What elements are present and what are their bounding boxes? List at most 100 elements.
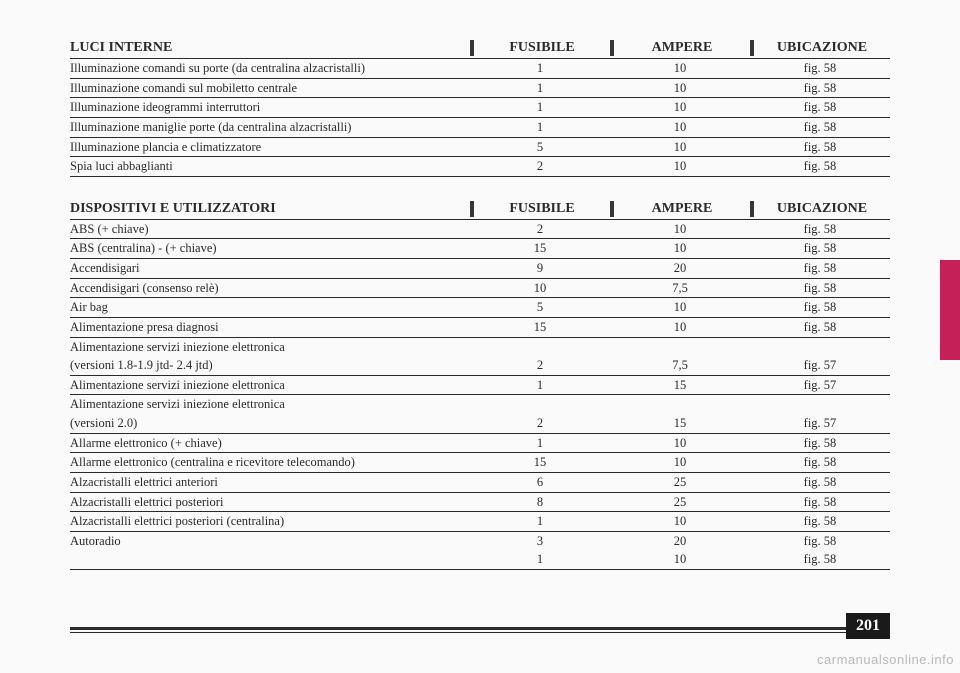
cell-description: Illuminazione maniglie porte (da central…: [70, 120, 470, 136]
table-row: ABS (+ chiave)210fig. 58: [70, 219, 890, 239]
cell-fuse: 2: [470, 159, 610, 175]
page-number: 201: [846, 613, 890, 639]
table-row: Alimentazione servizi iniezione elettron…: [70, 337, 890, 357]
cell-loc: fig. 58: [750, 120, 890, 136]
cell-description: ABS (centralina) - (+ chiave): [70, 241, 470, 257]
cell-description: Illuminazione ideogrammi interruttori: [70, 100, 470, 116]
cell-loc: fig. 58: [750, 159, 890, 175]
cell-loc: fig. 58: [750, 222, 890, 238]
cell-amp: 25: [610, 495, 750, 511]
cell-loc: fig. 58: [750, 320, 890, 336]
cell-description: (versioni 2.0): [70, 416, 470, 432]
cell-loc: fig. 58: [750, 140, 890, 156]
cell-fuse: 8: [470, 495, 610, 511]
cell-fuse: 5: [470, 140, 610, 156]
cell-amp: 10: [610, 514, 750, 530]
table-row: Alimentazione servizi iniezione elettron…: [70, 394, 890, 414]
table-row: 110fig. 58: [70, 550, 890, 569]
cell-amp: 10: [610, 120, 750, 136]
cell-loc: fig. 57: [750, 358, 890, 374]
cell-description: Alzacristalli elettrici posteriori: [70, 495, 470, 511]
table-row: Allarme elettronico (+ chiave)110fig. 58: [70, 433, 890, 453]
cell-fuse: 1: [470, 100, 610, 116]
cell-loc: fig. 58: [750, 241, 890, 257]
cell-amp: 20: [610, 261, 750, 277]
fuse-table-section: DISPOSITIVI E UTILIZZATORIFUSIBILEAMPERE…: [70, 201, 890, 570]
cell-loc: fig. 58: [750, 61, 890, 77]
cell-fuse: 1: [470, 436, 610, 452]
cell-fuse: 3: [470, 534, 610, 550]
cell-description: Air bag: [70, 300, 470, 316]
cell-loc: fig. 58: [750, 300, 890, 316]
table-row: Autoradio320fig. 58: [70, 531, 890, 551]
cell-description: Spia luci abbaglianti: [70, 159, 470, 175]
header-amp: AMPERE: [610, 40, 750, 56]
cell-fuse: 15: [470, 241, 610, 257]
table-row: ABS (centralina) - (+ chiave)1510fig. 58: [70, 238, 890, 258]
table-row: Illuminazione comandi sul mobiletto cent…: [70, 78, 890, 98]
header-loc: UBICAZIONE: [750, 40, 890, 56]
cell-description: (versioni 1.8-1.9 jtd- 2.4 jtd): [70, 358, 470, 374]
table-row: Accendisigari920fig. 58: [70, 258, 890, 278]
table-row: Alimentazione presa diagnosi1510fig. 58: [70, 317, 890, 337]
cell-description: Autoradio: [70, 534, 470, 550]
cell-fuse: 1: [470, 514, 610, 530]
cell-loc: fig. 58: [750, 495, 890, 511]
cell-fuse: 1: [470, 61, 610, 77]
header-amp: AMPERE: [610, 201, 750, 217]
cell-fuse: 2: [470, 416, 610, 432]
footer-rule-thin: [70, 632, 890, 633]
cell-description: Alimentazione presa diagnosi: [70, 320, 470, 336]
watermark-text: carmanualsonline.info: [817, 652, 954, 667]
table-row: Alzacristalli elettrici posteriori (cent…: [70, 511, 890, 531]
cell-fuse: 1: [470, 378, 610, 394]
cell-description: Accendisigari (consenso relè): [70, 281, 470, 297]
cell-amp: 15: [610, 378, 750, 394]
fuse-table-section: LUCI INTERNEFUSIBILEAMPEREUBICAZIONE Illu…: [70, 40, 890, 177]
footer-rule-thick: [70, 627, 890, 630]
cell-description: Alzacristalli elettrici anteriori: [70, 475, 470, 491]
cell-amp: 7,5: [610, 358, 750, 374]
cell-loc: fig. 58: [750, 281, 890, 297]
table-header-row: LUCI INTERNEFUSIBILEAMPEREUBICAZIONE: [70, 40, 890, 58]
table-row: (versioni 2.0)215fig. 57: [70, 414, 890, 433]
cell-fuse: 15: [470, 455, 610, 471]
cell-amp: 10: [610, 300, 750, 316]
cell-fuse: 6: [470, 475, 610, 491]
cell-loc: fig. 58: [750, 261, 890, 277]
table-row: Illuminazione plancia e climatizzatore51…: [70, 137, 890, 157]
cell-description: Alimentazione servizi iniezione elettron…: [70, 397, 470, 413]
cell-loc: fig. 57: [750, 378, 890, 394]
cell-amp: 10: [610, 140, 750, 156]
header-fuse: FUSIBILE: [470, 40, 610, 56]
table-header-row: DISPOSITIVI E UTILIZZATORIFUSIBILEAMPERE…: [70, 201, 890, 219]
section-tab-marker: [940, 260, 960, 360]
cell-description: Alzacristalli elettrici posteriori (cent…: [70, 514, 470, 530]
cell-loc: fig. 58: [750, 534, 890, 550]
cell-amp: 10: [610, 241, 750, 257]
table-row: Air bag510fig. 58: [70, 297, 890, 317]
section-end-rule: [70, 569, 890, 570]
table-row: Alimentazione servizi iniezione elettron…: [70, 375, 890, 395]
cell-fuse: 9: [470, 261, 610, 277]
table-row: Alzacristalli elettrici posteriori825fig…: [70, 492, 890, 512]
header-desc: LUCI INTERNE: [70, 40, 470, 56]
cell-fuse: 2: [470, 358, 610, 374]
cell-description: Illuminazione plancia e climatizzatore: [70, 140, 470, 156]
cell-fuse: 10: [470, 281, 610, 297]
cell-amp: 7,5: [610, 281, 750, 297]
cell-description: Illuminazione comandi su porte (da centr…: [70, 61, 470, 77]
table-row: Spia luci abbaglianti210fig. 58: [70, 156, 890, 176]
cell-amp: 10: [610, 100, 750, 116]
table-row: (versioni 1.8-1.9 jtd- 2.4 jtd)27,5fig. …: [70, 356, 890, 375]
header-loc: UBICAZIONE: [750, 201, 890, 217]
cell-description: Illuminazione comandi sul mobiletto cent…: [70, 81, 470, 97]
cell-amp: 10: [610, 222, 750, 238]
cell-amp: 10: [610, 159, 750, 175]
table-row: Allarme elettronico (centralina e ricevi…: [70, 452, 890, 472]
cell-loc: fig. 58: [750, 436, 890, 452]
table-row: Alzacristalli elettrici anteriori625fig.…: [70, 472, 890, 492]
table-row: Illuminazione maniglie porte (da central…: [70, 117, 890, 137]
cell-fuse: 1: [470, 81, 610, 97]
cell-description: Alimentazione servizi iniezione elettron…: [70, 378, 470, 394]
